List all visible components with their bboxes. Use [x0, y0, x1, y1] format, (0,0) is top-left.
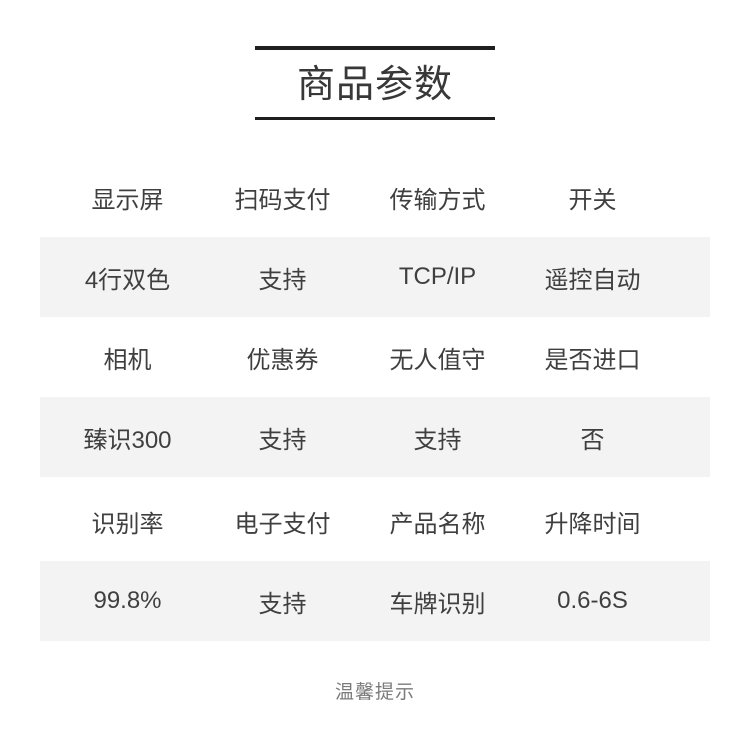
title-divider-bottom	[255, 117, 495, 120]
param-label-cell: 开关	[568, 186, 617, 214]
param-value-cell: 支持	[258, 266, 307, 294]
param-label-cell: 是否进口	[544, 346, 641, 374]
param-label-cell: 扫码支付	[234, 186, 331, 214]
param-label-cell: 电子支付	[234, 510, 331, 538]
param-label-cell: 显示屏	[91, 186, 164, 214]
page-title: 商品参数	[296, 64, 453, 106]
param-value-row: 臻识300 支持 支持 否	[40, 397, 710, 477]
param-value-cell: 支持	[413, 426, 462, 454]
param-value-cell: 支持	[258, 426, 307, 454]
param-label-cell: 识别率	[91, 510, 164, 538]
param-value-cell: TCP/IP	[398, 263, 477, 290]
param-value-row: 4行双色 支持 TCP/IP 遥控自动	[40, 237, 710, 317]
param-value-cell: 4行双色	[84, 266, 171, 294]
param-value-row: 99.8% 支持 车牌识别 0.6-6S	[40, 561, 710, 641]
param-value-cell: 否	[580, 426, 605, 454]
param-label-row: 识别率 电子支付 产品名称 升降时间	[40, 481, 710, 561]
section-header: 商品参数	[0, 0, 750, 120]
param-label-cell: 无人值守	[389, 346, 486, 374]
param-label-cell: 升降时间	[544, 510, 641, 538]
param-label-cell: 产品名称	[389, 510, 486, 538]
title-divider-top	[255, 46, 495, 50]
param-value-cell: 99.8%	[93, 587, 162, 614]
parameters-table: 显示屏 扫码支付 传输方式 开关 4行双色 支持 TCP/IP 遥控自动 相机 …	[40, 157, 710, 641]
param-value-cell: 支持	[258, 590, 307, 618]
param-value-cell: 臻识300	[83, 426, 172, 454]
param-label-cell: 相机	[103, 346, 152, 374]
param-label-cell: 优惠券	[246, 346, 319, 374]
param-label-row: 相机 优惠券 无人值守 是否进口	[40, 317, 710, 397]
param-value-cell: 车牌识别	[389, 590, 486, 618]
param-value-cell: 遥控自动	[544, 266, 641, 294]
warm-reminder-label: 温馨提示	[334, 682, 415, 703]
param-label-row: 显示屏 扫码支付 传输方式 开关	[40, 157, 710, 237]
param-value-cell: 0.6-6S	[557, 587, 628, 614]
param-label-cell: 传输方式	[389, 186, 486, 214]
